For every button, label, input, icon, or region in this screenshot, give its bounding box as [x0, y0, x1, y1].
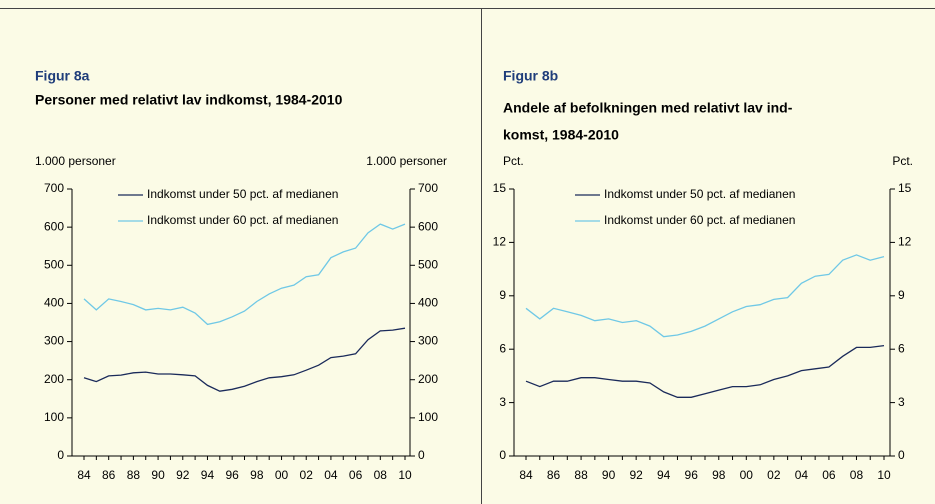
x-tick-label: 02: [300, 468, 314, 482]
y-tick-label: 700: [44, 181, 64, 195]
x-tick-label: 06: [822, 468, 836, 482]
y-tick-label: 100: [44, 410, 64, 424]
y-tick-label: 0: [499, 448, 506, 462]
x-tick-label: 88: [127, 468, 141, 482]
x-tick-label: 96: [225, 468, 239, 482]
chart-subtitle: Andele af befolkningen med relativt lav …: [503, 100, 793, 116]
x-tick-label: 08: [850, 468, 864, 482]
y2-tick-label: 12: [898, 235, 912, 249]
y-tick-label: 0: [57, 448, 64, 462]
y-tick-label: 600: [44, 219, 64, 233]
chart-subtitle: komst, 1984-2010: [503, 127, 619, 143]
y2-tick-label: 15: [898, 181, 912, 195]
x-tick-label: 00: [740, 468, 754, 482]
y2-tick-label: 3: [898, 395, 905, 409]
x-tick-label: 90: [602, 468, 616, 482]
series-line: [83, 327, 406, 392]
chart-title: Figur 8a: [35, 68, 90, 84]
x-tick-label: 00: [275, 468, 289, 482]
y-tick-label: 9: [499, 288, 506, 302]
y-tick-label: 400: [44, 296, 64, 310]
x-tick-label: 94: [201, 468, 215, 482]
x-tick-label: 90: [151, 468, 165, 482]
y-tick-label: 15: [493, 181, 507, 195]
x-tick-label: 96: [685, 468, 699, 482]
series-line: [525, 254, 885, 338]
x-tick-label: 08: [374, 468, 388, 482]
x-tick-label: 98: [712, 468, 726, 482]
y-tick-label: 300: [44, 334, 64, 348]
y2-tick-label: 700: [418, 181, 438, 195]
chart-subtitle: Personer med relativt lav indkomst, 1984…: [35, 92, 343, 108]
x-tick-label: 10: [877, 468, 891, 482]
y2-tick-label: 400: [418, 296, 438, 310]
legend-label: Indkomst under 60 pct. af medianen: [604, 213, 795, 227]
x-tick-label: 10: [398, 468, 412, 482]
legend-label: Indkomst under 50 pct. af medianen: [147, 187, 338, 201]
x-tick-label: 86: [547, 468, 561, 482]
y2-tick-label: 100: [418, 410, 438, 424]
x-tick-label: 84: [519, 468, 533, 482]
y2-tick-label: 0: [898, 448, 905, 462]
y2-tick-label: 500: [418, 257, 438, 271]
y-tick-label: 500: [44, 257, 64, 271]
y-tick-label: 6: [499, 341, 506, 355]
x-tick-label: 98: [250, 468, 264, 482]
y-tick-label: 200: [44, 372, 64, 386]
x-tick-label: 04: [324, 468, 338, 482]
x-tick-label: 06: [349, 468, 363, 482]
x-tick-label: 02: [767, 468, 781, 482]
x-tick-label: 94: [657, 468, 671, 482]
y-axis-label: Pct.: [503, 154, 524, 168]
y2-tick-label: 0: [418, 448, 425, 462]
y2-axis-label: 1.000 personer: [366, 154, 447, 168]
y2-tick-label: 6: [898, 341, 905, 355]
x-tick-label: 92: [176, 468, 190, 482]
y-tick-label: 3: [499, 395, 506, 409]
series-line: [525, 344, 885, 398]
chart-title: Figur 8b: [503, 68, 558, 84]
y2-tick-label: 600: [418, 219, 438, 233]
x-tick-label: 84: [77, 468, 91, 482]
y-axis-label: 1.000 personer: [35, 154, 116, 168]
y2-tick-label: 300: [418, 334, 438, 348]
y2-tick-label: 200: [418, 372, 438, 386]
x-tick-label: 86: [102, 468, 116, 482]
legend-label: Indkomst under 50 pct. af medianen: [604, 187, 795, 201]
x-tick-label: 92: [629, 468, 643, 482]
legend-label: Indkomst under 60 pct. af medianen: [147, 213, 338, 227]
x-tick-label: 04: [795, 468, 809, 482]
y2-tick-label: 9: [898, 288, 905, 302]
y-tick-label: 12: [493, 235, 507, 249]
series-line: [83, 223, 406, 326]
y2-axis-label: Pct.: [892, 154, 913, 168]
x-tick-label: 88: [574, 468, 588, 482]
